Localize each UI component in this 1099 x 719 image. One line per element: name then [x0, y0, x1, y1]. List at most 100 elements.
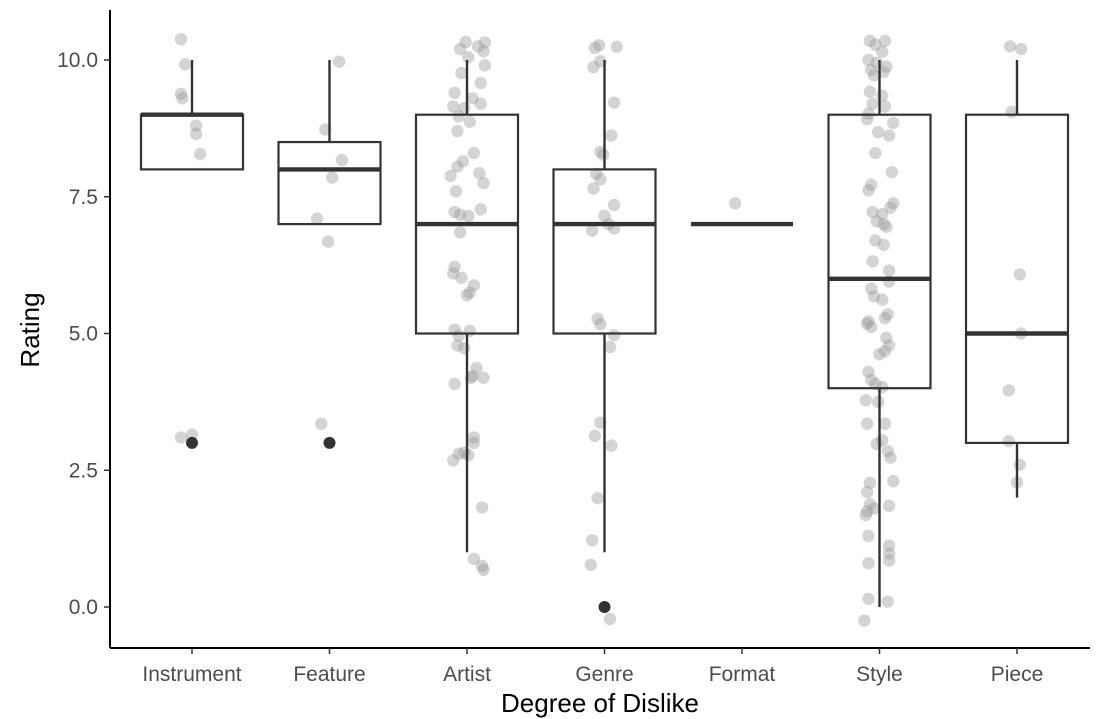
- jitter-point: [605, 129, 618, 142]
- jitter-point: [592, 39, 606, 52]
- jitter-point: [174, 431, 188, 444]
- jitter-point: [452, 110, 465, 123]
- jitter-point: [863, 476, 877, 490]
- jitter-point: [455, 271, 468, 284]
- box-feature: [277, 60, 382, 226]
- jitter-point: [477, 371, 490, 385]
- jitter-point: [863, 34, 877, 48]
- jitter-point: [335, 153, 349, 167]
- outlier-point: [323, 436, 336, 449]
- jitter-point: [453, 42, 467, 56]
- jitter-point: [610, 40, 624, 54]
- box-genre: [552, 60, 657, 553]
- jitter-point: [865, 63, 878, 77]
- jitter-point: [884, 201, 897, 214]
- jitter-point: [1002, 384, 1015, 397]
- jitter-point: [860, 317, 874, 330]
- jitter-point: [869, 146, 882, 160]
- jitter-point: [448, 377, 461, 391]
- jitter-point: [607, 96, 621, 109]
- jitter-point: [467, 436, 481, 450]
- jitter-point: [865, 320, 878, 334]
- jitter-point: [878, 311, 892, 325]
- jitter-point: [453, 226, 467, 239]
- x-tick-layer: Instrument Feature Artist Genre Format Style P…: [142, 648, 1043, 686]
- jitter-point: [475, 559, 489, 573]
- jitter-point: [887, 474, 900, 488]
- jitter-point: [878, 100, 892, 113]
- jitter-point: [860, 485, 874, 499]
- jitter-point: [862, 183, 875, 197]
- jitter-point: [876, 208, 889, 221]
- jitter-point: [587, 182, 600, 195]
- jitter-point: [862, 592, 875, 605]
- jitter-point: [1002, 435, 1015, 448]
- jitter-point: [862, 53, 875, 67]
- y-axis-title: Rating: [15, 292, 45, 367]
- jitter-point: [174, 33, 188, 46]
- jitter-point: [470, 361, 483, 375]
- jitter-point: [444, 169, 457, 183]
- jitter-point: [881, 444, 894, 458]
- jitter-point: [876, 293, 889, 306]
- jitter-point: [598, 209, 611, 223]
- jitter-point: [591, 491, 604, 505]
- jitter-point: [189, 127, 203, 141]
- jitter-point: [860, 505, 874, 518]
- jitter-point: [860, 112, 874, 126]
- box-layer: [139, 60, 1070, 607]
- jitter-point: [460, 289, 474, 302]
- jitter-point: [448, 86, 461, 100]
- jitter-point: [462, 209, 475, 223]
- y-tick-layer: 0.0 2.5 5.0 7.5 10.0: [57, 49, 110, 619]
- jitter-point: [471, 40, 485, 53]
- jitter-point: [463, 286, 476, 299]
- jitter-point: [871, 395, 885, 409]
- jitter-point: [466, 92, 479, 105]
- jitter-point: [452, 447, 465, 461]
- jitter-point: [448, 205, 461, 219]
- jitter-point: [603, 340, 617, 354]
- jitter-point: [176, 92, 189, 105]
- jitter-point: [463, 115, 476, 129]
- jitter-point: [881, 308, 894, 321]
- box-artist: [414, 60, 520, 553]
- jitter-point: [880, 331, 893, 345]
- jitter-point: [866, 255, 879, 268]
- jitter-point: [860, 417, 874, 430]
- jitter-point: [467, 552, 481, 566]
- jitter-point: [607, 198, 621, 212]
- jitter-point: [585, 534, 599, 547]
- x-axis-title: Degree of Dislike: [501, 688, 699, 718]
- jitter-point: [455, 66, 468, 80]
- jitter-point: [590, 167, 603, 180]
- jitter-point: [869, 377, 882, 391]
- jitter-point: [863, 497, 877, 511]
- jitter-point: [474, 203, 487, 216]
- jitter-point: [867, 502, 881, 515]
- x-tick-label: Style: [856, 663, 903, 686]
- jitter-point: [862, 529, 875, 543]
- jitter-point: [1013, 458, 1026, 471]
- jitter-point: [594, 173, 607, 186]
- jitter-point: [447, 267, 460, 280]
- box-body: [277, 140, 382, 226]
- jitter-point: [447, 100, 460, 113]
- jitter-point: [478, 59, 492, 72]
- jitter-point: [478, 36, 492, 49]
- y-tick-label: 10.0: [57, 49, 98, 72]
- jitter-point: [587, 60, 600, 74]
- jitter-point: [882, 339, 896, 352]
- jitter-point: [475, 501, 489, 514]
- jitter-point: [594, 318, 607, 331]
- x-tick-label: Genre: [575, 663, 633, 686]
- jitter-point: [326, 171, 339, 184]
- box-body: [139, 113, 245, 171]
- jitter-point: [862, 315, 875, 328]
- jitter-point: [869, 234, 882, 247]
- jitter-point: [466, 369, 479, 383]
- jitter-point: [1014, 42, 1028, 56]
- jitter-point: [880, 60, 893, 73]
- jitter-point: [882, 554, 896, 567]
- box-body: [827, 113, 932, 390]
